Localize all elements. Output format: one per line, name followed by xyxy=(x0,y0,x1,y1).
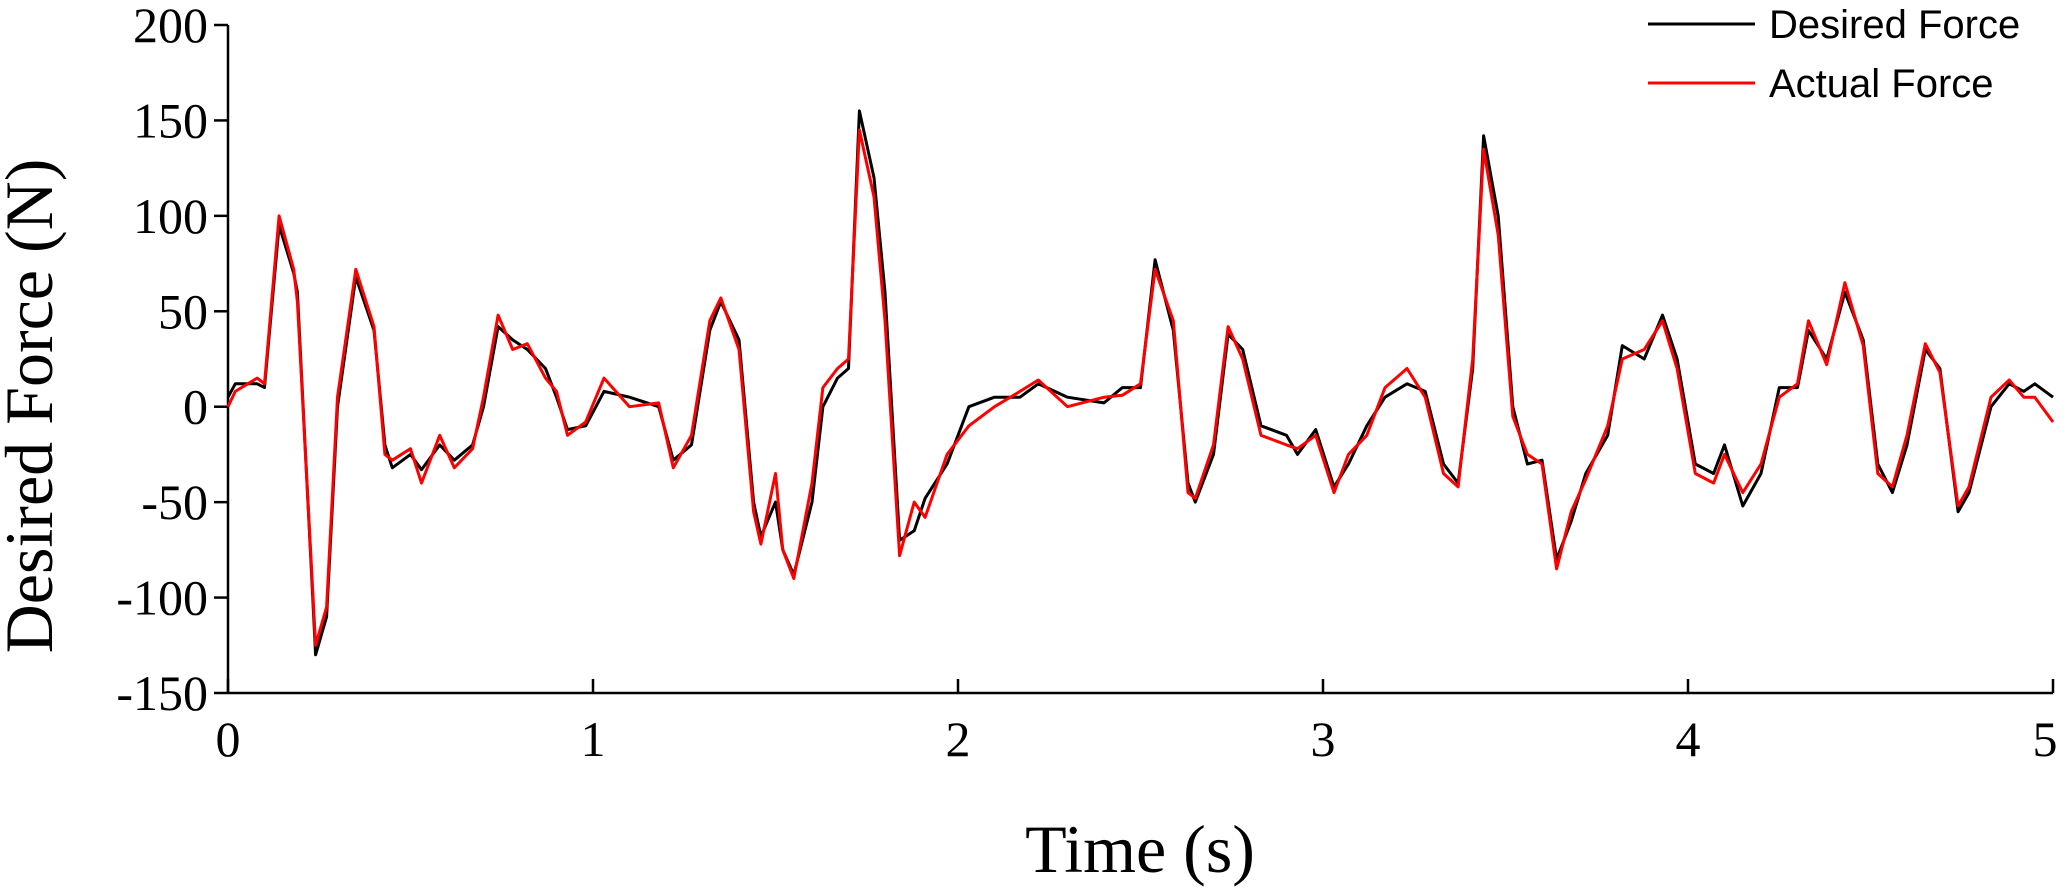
y-tick-label: 150 xyxy=(133,92,208,148)
data-line xyxy=(226,109,2054,657)
y-tick-label: -50 xyxy=(141,474,208,530)
y-tick-label: 100 xyxy=(133,188,208,244)
y-axis-title: Desired Force (N) xyxy=(0,159,67,654)
y-tick-label: -100 xyxy=(116,570,208,626)
y-tick-label: 50 xyxy=(158,283,208,339)
data-line xyxy=(226,128,2055,647)
x-axis-title: Time (s) xyxy=(1025,811,1255,887)
x-tick-label: 0 xyxy=(216,711,241,767)
legend-label: Desired Force xyxy=(1769,3,2020,47)
y-tick-label: 0 xyxy=(183,379,208,435)
legend-label: Actual Force xyxy=(1769,62,1994,106)
y-tick-label: 200 xyxy=(133,0,208,53)
x-tick-label: 3 xyxy=(1311,711,1336,767)
x-tick-label: 5 xyxy=(2033,711,2058,767)
x-tick-label: 1 xyxy=(581,711,606,767)
x-tick-label: 2 xyxy=(946,711,971,767)
x-tick-label: 4 xyxy=(1676,711,1701,767)
y-tick-label: -150 xyxy=(116,665,208,721)
